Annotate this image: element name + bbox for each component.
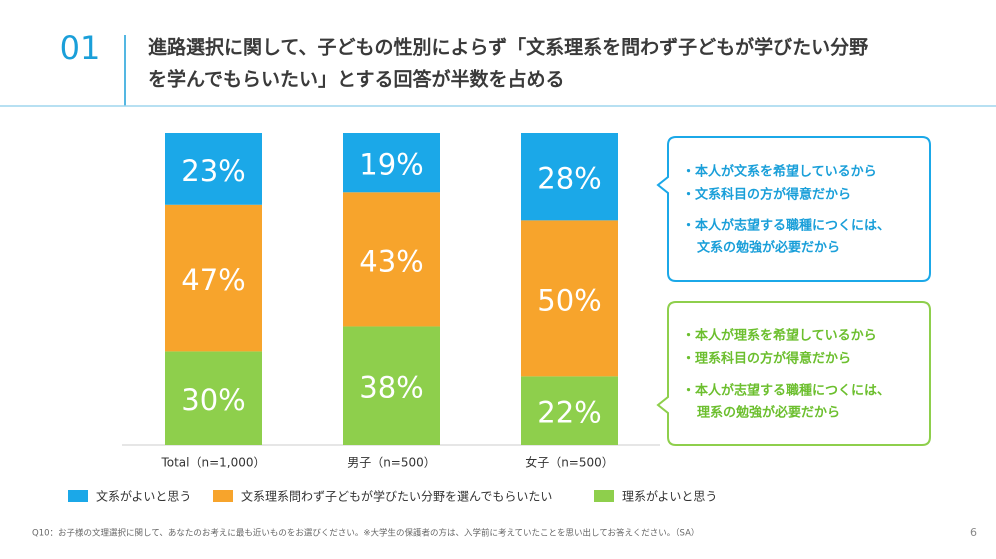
bar-segment (165, 204, 262, 352)
callout-text: 文系の勉強が必要だから (697, 240, 840, 256)
callout-box (656, 301, 931, 446)
bar-segment (343, 326, 440, 445)
bar-segment (521, 376, 618, 445)
data-label: 43% (359, 244, 423, 278)
bar-segment (521, 133, 618, 221)
callout-text: ・本人が志望する職種につくには、 (682, 383, 890, 399)
legend-label: 文系理系問わず子どもが学びたい分野を選んでもらいたい (241, 489, 552, 504)
callout-text: ・本人が志望する職種につくには、 (682, 218, 890, 234)
data-label: 23% (181, 154, 245, 188)
bar-segment (343, 133, 440, 193)
data-label: 30% (181, 383, 245, 417)
section-number: 01 (60, 29, 101, 67)
callout-text: ・文系科目の方が得意だから (682, 187, 851, 203)
page-number: 6 (970, 526, 977, 539)
bar-segment (165, 351, 262, 445)
callout-text: ・本人が文系を希望しているから (682, 164, 877, 180)
bar-segment (165, 133, 262, 205)
bar-segment (343, 192, 440, 327)
data-label: 19% (359, 148, 423, 182)
legend-swatch (213, 490, 233, 502)
callout-text: 理系の勉強が必要だから (697, 405, 840, 421)
data-label: 22% (537, 396, 601, 430)
legend-label: 文系がよいと思う (96, 489, 191, 504)
bar-segment (521, 220, 618, 377)
x-tick-label: 女子（n=500） (525, 455, 614, 470)
data-label: 47% (181, 263, 245, 297)
footnote: Q10：お子様の文理選択に関して、あなたのお考えに最も近いものをお選びください。… (32, 528, 699, 539)
x-tick-label: Total（n=1,000） (160, 456, 265, 470)
legend-label: 理系がよいと思う (622, 489, 717, 504)
title-line: を学んでもらいたい」とする回答が半数を占める (148, 68, 564, 91)
title-line: 進路選択に関して、子どもの性別によらず「文系理系を問わず子どもが学びたい分野 (148, 36, 868, 59)
callout-box (656, 136, 931, 282)
x-tick-label: 男子（n=500） (347, 456, 436, 470)
data-label: 38% (359, 371, 423, 405)
data-label: 28% (537, 162, 601, 196)
legend-swatch (68, 490, 88, 502)
callout-text: ・本人が理系を希望しているから (682, 328, 877, 344)
legend-swatch (594, 490, 614, 502)
callout-text: ・理系科目の方が得意だから (682, 351, 851, 367)
data-label: 50% (537, 283, 601, 317)
